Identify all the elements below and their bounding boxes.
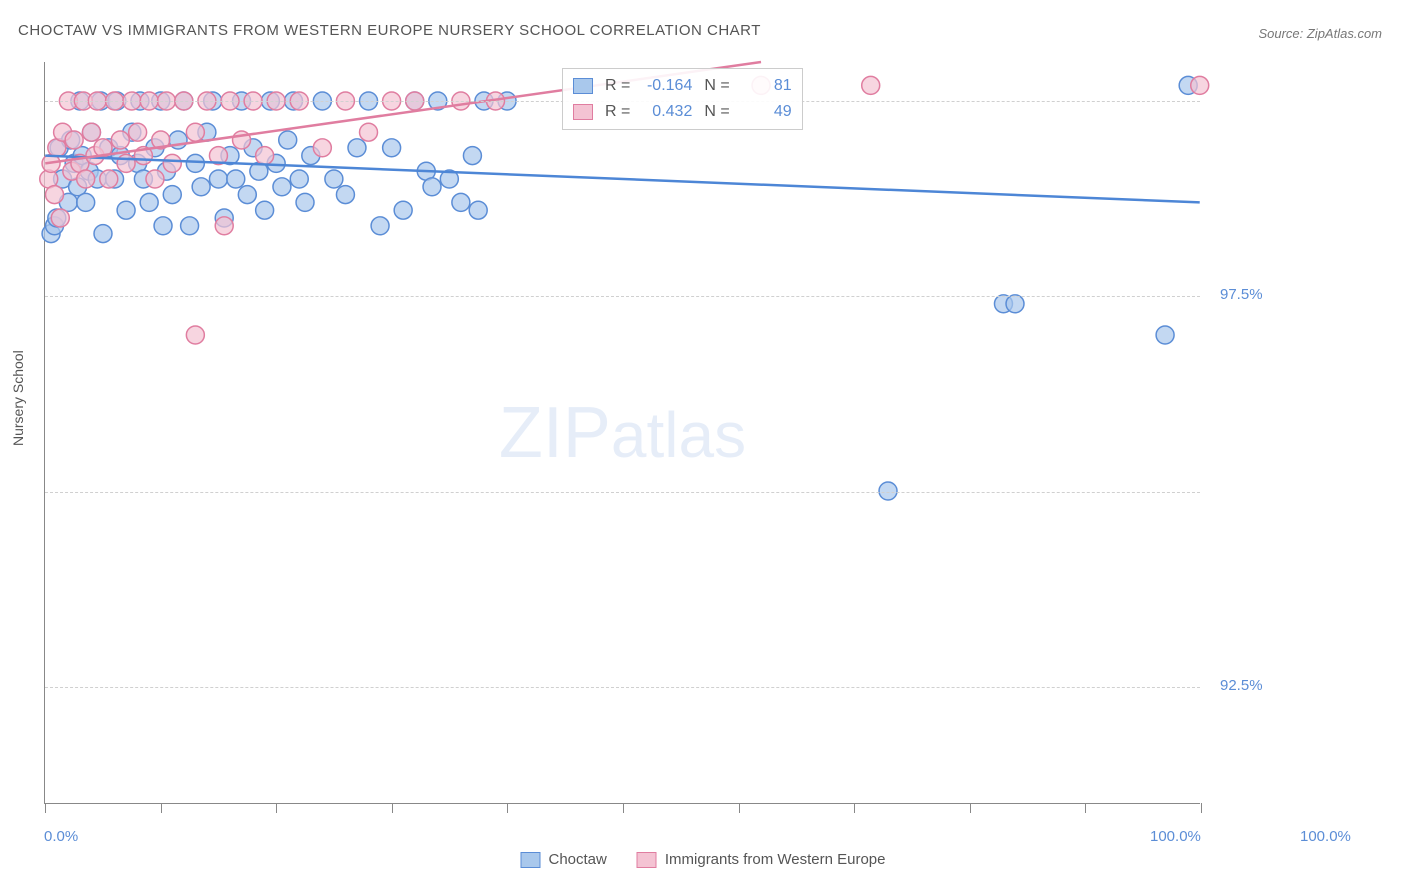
x-tick <box>507 803 508 813</box>
scatter-point-choctaw <box>348 139 366 157</box>
scatter-point-immigrants <box>186 123 204 141</box>
scatter-point-choctaw <box>94 225 112 243</box>
scatter-point-choctaw <box>163 186 181 204</box>
legend-item-choctaw: Choctaw <box>521 851 607 868</box>
scatter-point-choctaw <box>186 154 204 172</box>
scatter-point-choctaw <box>325 170 343 188</box>
legend-label-immigrants: Immigrants from Western Europe <box>665 851 886 868</box>
chart-svg <box>45 62 1200 803</box>
scatter-point-choctaw <box>452 193 470 211</box>
scatter-point-choctaw <box>383 139 401 157</box>
bottom-legend: Choctaw Immigrants from Western Europe <box>521 851 886 868</box>
legend-swatch-immigrants <box>637 852 657 868</box>
scatter-point-choctaw <box>371 217 389 235</box>
x-tick <box>392 803 393 813</box>
scatter-point-immigrants <box>65 131 83 149</box>
n-label-2: N = <box>704 103 729 121</box>
gridline <box>45 492 1200 493</box>
plot-area: ZIPatlas <box>44 62 1200 804</box>
gridline <box>45 687 1200 688</box>
gridline <box>45 296 1200 297</box>
scatter-point-immigrants <box>146 170 164 188</box>
x-tick <box>739 803 740 813</box>
scatter-point-immigrants <box>215 217 233 235</box>
legend-swatch-choctaw <box>521 852 541 868</box>
scatter-point-immigrants <box>46 186 64 204</box>
y-tick-label: 97.5% <box>1220 286 1263 303</box>
x-tick-label: 0.0% <box>44 828 78 845</box>
swatch-immigrants <box>573 104 593 120</box>
scatter-point-choctaw <box>140 193 158 211</box>
x-tick <box>45 803 46 813</box>
stats-row-1: R = -0.164 N = 81 <box>573 73 792 99</box>
scatter-point-immigrants <box>360 123 378 141</box>
x-tick <box>1085 803 1086 813</box>
swatch-choctaw <box>573 78 593 94</box>
scatter-point-choctaw <box>296 193 314 211</box>
scatter-point-choctaw <box>227 170 245 188</box>
scatter-point-choctaw <box>238 186 256 204</box>
x-tick <box>276 803 277 813</box>
scatter-point-choctaw <box>1156 326 1174 344</box>
source-label: Source: ZipAtlas.com <box>1258 26 1382 41</box>
n-value-1: 81 <box>738 77 792 95</box>
x-tick-label-right: 100.0% <box>1300 828 1351 845</box>
x-tick <box>623 803 624 813</box>
scatter-point-choctaw <box>394 201 412 219</box>
scatter-point-immigrants <box>51 209 69 227</box>
y-tick-label: 92.5% <box>1220 677 1263 694</box>
chart-title: CHOCTAW VS IMMIGRANTS FROM WESTERN EUROP… <box>18 22 761 39</box>
n-value-2: 49 <box>738 103 792 121</box>
scatter-point-immigrants <box>186 326 204 344</box>
scatter-point-choctaw <box>256 201 274 219</box>
r-value-1: -0.164 <box>638 77 692 95</box>
x-tick <box>854 803 855 813</box>
scatter-point-immigrants <box>862 76 880 94</box>
legend-item-immigrants: Immigrants from Western Europe <box>637 851 886 868</box>
scatter-point-choctaw <box>154 217 172 235</box>
n-label-1: N = <box>704 77 729 95</box>
stats-row-2: R = 0.432 N = 49 <box>573 99 792 125</box>
scatter-point-immigrants <box>117 154 135 172</box>
r-label-1: R = <box>605 77 630 95</box>
scatter-point-immigrants <box>1191 76 1209 94</box>
scatter-point-immigrants <box>163 154 181 172</box>
x-tick <box>1201 803 1202 813</box>
x-tick <box>161 803 162 813</box>
scatter-point-choctaw <box>273 178 291 196</box>
r-label-2: R = <box>605 103 630 121</box>
x-tick-label: 100.0% <box>1150 828 1201 845</box>
scatter-point-immigrants <box>111 131 129 149</box>
scatter-point-immigrants <box>129 123 147 141</box>
legend-label-choctaw: Choctaw <box>549 851 607 868</box>
r-value-2: 0.432 <box>638 103 692 121</box>
scatter-point-choctaw <box>290 170 308 188</box>
scatter-point-choctaw <box>117 201 135 219</box>
y-axis-label: Nursery School <box>10 350 26 446</box>
scatter-point-immigrants <box>82 123 100 141</box>
scatter-point-immigrants <box>77 170 95 188</box>
scatter-point-choctaw <box>1006 295 1024 313</box>
stats-legend: R = -0.164 N = 81 R = 0.432 N = 49 <box>562 68 803 130</box>
scatter-point-choctaw <box>192 178 210 196</box>
scatter-point-immigrants <box>256 147 274 165</box>
scatter-point-immigrants <box>100 170 118 188</box>
scatter-point-choctaw <box>77 193 95 211</box>
scatter-point-immigrants <box>313 139 331 157</box>
scatter-point-choctaw <box>469 201 487 219</box>
scatter-point-choctaw <box>279 131 297 149</box>
scatter-point-choctaw <box>463 147 481 165</box>
scatter-point-choctaw <box>209 170 227 188</box>
scatter-point-choctaw <box>423 178 441 196</box>
scatter-point-choctaw <box>181 217 199 235</box>
x-tick <box>970 803 971 813</box>
scatter-point-choctaw <box>336 186 354 204</box>
